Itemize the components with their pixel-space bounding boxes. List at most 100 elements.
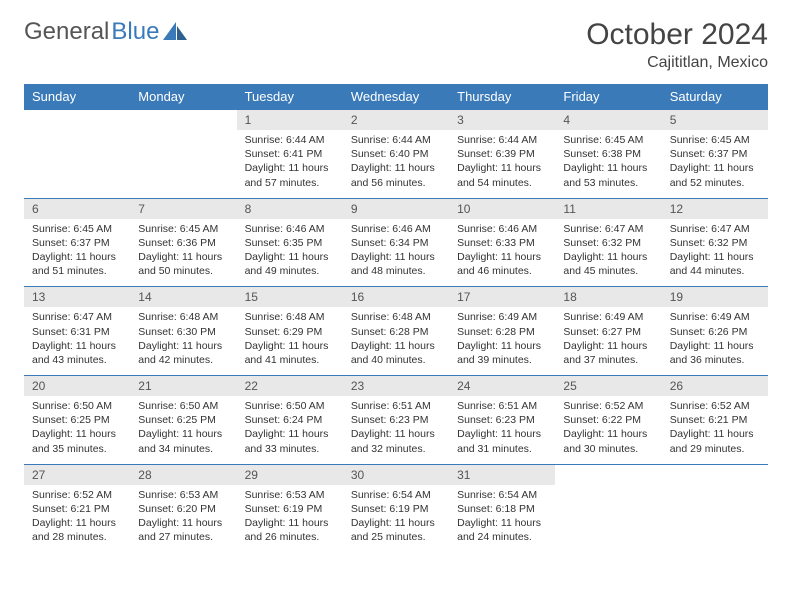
sunrise-text: Sunrise: 6:47 AM (563, 222, 653, 236)
daylight-text: Daylight: 11 hours and 53 minutes. (563, 161, 653, 189)
day-number: 20 (24, 376, 130, 396)
calendar-cell: 27Sunrise: 6:52 AMSunset: 6:21 PMDayligh… (24, 464, 130, 552)
day-text: Sunrise: 6:46 AMSunset: 6:34 PMDaylight:… (343, 219, 449, 287)
sunrise-text: Sunrise: 6:50 AM (245, 399, 335, 413)
day-text: Sunrise: 6:44 AMSunset: 6:39 PMDaylight:… (449, 130, 555, 198)
day-number: 26 (662, 376, 768, 396)
daylight-text: Daylight: 11 hours and 42 minutes. (138, 339, 228, 367)
sunrise-text: Sunrise: 6:54 AM (351, 488, 441, 502)
sunrise-text: Sunrise: 6:46 AM (245, 222, 335, 236)
day-text: Sunrise: 6:53 AMSunset: 6:19 PMDaylight:… (237, 485, 343, 553)
sunset-text: Sunset: 6:28 PM (351, 325, 441, 339)
sunrise-text: Sunrise: 6:46 AM (457, 222, 547, 236)
calendar-cell: 26Sunrise: 6:52 AMSunset: 6:21 PMDayligh… (662, 376, 768, 465)
sunset-text: Sunset: 6:18 PM (457, 502, 547, 516)
day-text: Sunrise: 6:49 AMSunset: 6:26 PMDaylight:… (662, 307, 768, 375)
calendar-cell (662, 464, 768, 552)
calendar-cell: 21Sunrise: 6:50 AMSunset: 6:25 PMDayligh… (130, 376, 236, 465)
day-number: 29 (237, 465, 343, 485)
sunset-text: Sunset: 6:20 PM (138, 502, 228, 516)
calendar-cell: 17Sunrise: 6:49 AMSunset: 6:28 PMDayligh… (449, 287, 555, 376)
sunrise-text: Sunrise: 6:47 AM (32, 310, 122, 324)
title-block: October 2024 Cajititlan, Mexico (586, 18, 768, 72)
sunset-text: Sunset: 6:21 PM (670, 413, 760, 427)
day-text: Sunrise: 6:52 AMSunset: 6:21 PMDaylight:… (662, 396, 768, 464)
calendar-cell: 13Sunrise: 6:47 AMSunset: 6:31 PMDayligh… (24, 287, 130, 376)
calendar-row: 1Sunrise: 6:44 AMSunset: 6:41 PMDaylight… (24, 110, 768, 199)
day-number: 27 (24, 465, 130, 485)
day-text: Sunrise: 6:50 AMSunset: 6:24 PMDaylight:… (237, 396, 343, 464)
daylight-text: Daylight: 11 hours and 34 minutes. (138, 427, 228, 455)
day-text: Sunrise: 6:51 AMSunset: 6:23 PMDaylight:… (449, 396, 555, 464)
weekday-header: Sunday (24, 84, 130, 110)
day-text: Sunrise: 6:44 AMSunset: 6:41 PMDaylight:… (237, 130, 343, 198)
daylight-text: Daylight: 11 hours and 29 minutes. (670, 427, 760, 455)
weekday-header: Monday (130, 84, 236, 110)
day-text: Sunrise: 6:52 AMSunset: 6:21 PMDaylight:… (24, 485, 130, 553)
sunrise-text: Sunrise: 6:44 AM (351, 133, 441, 147)
calendar-cell (130, 110, 236, 199)
calendar-cell: 16Sunrise: 6:48 AMSunset: 6:28 PMDayligh… (343, 287, 449, 376)
daylight-text: Daylight: 11 hours and 36 minutes. (670, 339, 760, 367)
calendar-cell: 20Sunrise: 6:50 AMSunset: 6:25 PMDayligh… (24, 376, 130, 465)
sunrise-text: Sunrise: 6:51 AM (351, 399, 441, 413)
day-text: Sunrise: 6:50 AMSunset: 6:25 PMDaylight:… (130, 396, 236, 464)
calendar-cell: 24Sunrise: 6:51 AMSunset: 6:23 PMDayligh… (449, 376, 555, 465)
calendar-cell: 18Sunrise: 6:49 AMSunset: 6:27 PMDayligh… (555, 287, 661, 376)
day-text: Sunrise: 6:45 AMSunset: 6:36 PMDaylight:… (130, 219, 236, 287)
logo-text-part1: General (24, 18, 109, 46)
calendar-cell: 8Sunrise: 6:46 AMSunset: 6:35 PMDaylight… (237, 198, 343, 287)
sunrise-text: Sunrise: 6:49 AM (457, 310, 547, 324)
daylight-text: Daylight: 11 hours and 24 minutes. (457, 516, 547, 544)
day-number: 13 (24, 287, 130, 307)
day-text: Sunrise: 6:52 AMSunset: 6:22 PMDaylight:… (555, 396, 661, 464)
calendar-cell: 5Sunrise: 6:45 AMSunset: 6:37 PMDaylight… (662, 110, 768, 199)
day-text: Sunrise: 6:44 AMSunset: 6:40 PMDaylight:… (343, 130, 449, 198)
daylight-text: Daylight: 11 hours and 44 minutes. (670, 250, 760, 278)
daylight-text: Daylight: 11 hours and 46 minutes. (457, 250, 547, 278)
sunset-text: Sunset: 6:40 PM (351, 147, 441, 161)
calendar-cell: 6Sunrise: 6:45 AMSunset: 6:37 PMDaylight… (24, 198, 130, 287)
sunrise-text: Sunrise: 6:53 AM (245, 488, 335, 502)
calendar-row: 13Sunrise: 6:47 AMSunset: 6:31 PMDayligh… (24, 287, 768, 376)
daylight-text: Daylight: 11 hours and 43 minutes. (32, 339, 122, 367)
day-number: 1 (237, 110, 343, 130)
calendar-row: 27Sunrise: 6:52 AMSunset: 6:21 PMDayligh… (24, 464, 768, 552)
sunrise-text: Sunrise: 6:45 AM (138, 222, 228, 236)
calendar-cell: 14Sunrise: 6:48 AMSunset: 6:30 PMDayligh… (130, 287, 236, 376)
daylight-text: Daylight: 11 hours and 41 minutes. (245, 339, 335, 367)
calendar-cell: 11Sunrise: 6:47 AMSunset: 6:32 PMDayligh… (555, 198, 661, 287)
day-text: Sunrise: 6:47 AMSunset: 6:31 PMDaylight:… (24, 307, 130, 375)
daylight-text: Daylight: 11 hours and 31 minutes. (457, 427, 547, 455)
day-number: 21 (130, 376, 236, 396)
sunrise-text: Sunrise: 6:50 AM (138, 399, 228, 413)
sunset-text: Sunset: 6:25 PM (138, 413, 228, 427)
day-number: 30 (343, 465, 449, 485)
daylight-text: Daylight: 11 hours and 52 minutes. (670, 161, 760, 189)
daylight-text: Daylight: 11 hours and 30 minutes. (563, 427, 653, 455)
weekday-header: Thursday (449, 84, 555, 110)
sunset-text: Sunset: 6:33 PM (457, 236, 547, 250)
sunset-text: Sunset: 6:21 PM (32, 502, 122, 516)
day-number: 19 (662, 287, 768, 307)
sunrise-text: Sunrise: 6:52 AM (670, 399, 760, 413)
weekday-header: Wednesday (343, 84, 449, 110)
sunset-text: Sunset: 6:24 PM (245, 413, 335, 427)
calendar-cell: 1Sunrise: 6:44 AMSunset: 6:41 PMDaylight… (237, 110, 343, 199)
daylight-text: Daylight: 11 hours and 49 minutes. (245, 250, 335, 278)
sunset-text: Sunset: 6:29 PM (245, 325, 335, 339)
day-text: Sunrise: 6:49 AMSunset: 6:28 PMDaylight:… (449, 307, 555, 375)
calendar-cell: 3Sunrise: 6:44 AMSunset: 6:39 PMDaylight… (449, 110, 555, 199)
calendar-table: SundayMondayTuesdayWednesdayThursdayFrid… (24, 84, 768, 552)
calendar-row: 20Sunrise: 6:50 AMSunset: 6:25 PMDayligh… (24, 376, 768, 465)
day-number: 5 (662, 110, 768, 130)
daylight-text: Daylight: 11 hours and 57 minutes. (245, 161, 335, 189)
daylight-text: Daylight: 11 hours and 25 minutes. (351, 516, 441, 544)
day-number: 7 (130, 199, 236, 219)
location-label: Cajititlan, Mexico (586, 54, 768, 72)
calendar-row: 6Sunrise: 6:45 AMSunset: 6:37 PMDaylight… (24, 198, 768, 287)
daylight-text: Daylight: 11 hours and 45 minutes. (563, 250, 653, 278)
sunrise-text: Sunrise: 6:52 AM (563, 399, 653, 413)
calendar-cell: 28Sunrise: 6:53 AMSunset: 6:20 PMDayligh… (130, 464, 236, 552)
header: GeneralBlue October 2024 Cajititlan, Mex… (24, 18, 768, 72)
